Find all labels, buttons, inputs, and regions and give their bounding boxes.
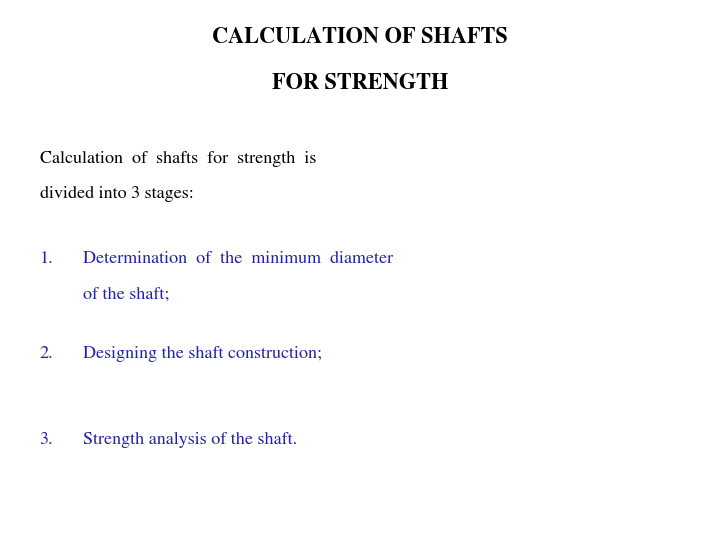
Text: divided into 3 stages:: divided into 3 stages:	[40, 186, 194, 202]
Text: 3.: 3.	[40, 432, 53, 448]
Text: Determination  of  the  minimum  diameter: Determination of the minimum diameter	[83, 251, 393, 267]
Text: 1.: 1.	[40, 251, 53, 267]
Text: 2.: 2.	[40, 346, 53, 362]
Text: Calculation  of  shafts  for  strength  is: Calculation of shafts for strength is	[40, 151, 316, 167]
Text: FOR STRENGTH: FOR STRENGTH	[272, 73, 448, 94]
Text: Strength analysis of the shaft.: Strength analysis of the shaft.	[83, 432, 297, 448]
Text: CALCULATION OF SHAFTS: CALCULATION OF SHAFTS	[212, 27, 508, 48]
Text: of the shaft;: of the shaft;	[83, 286, 169, 302]
Text: Designing the shaft construction;: Designing the shaft construction;	[83, 346, 322, 362]
